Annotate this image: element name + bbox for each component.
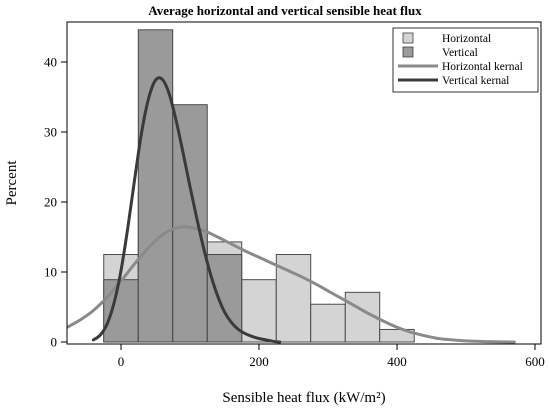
y-tick-label-0: 0 [51, 335, 58, 350]
y-tick-label-30: 30 [44, 125, 57, 140]
chart-title: Average horizontal and vertical sensible… [148, 3, 422, 18]
kernel-curves [67, 76, 516, 344]
line-vertical-kernal [91, 76, 282, 344]
line-horizontal-kernal [67, 225, 516, 344]
bar-horizontal-6 [310, 303, 346, 343]
y-tick-label-10: 10 [44, 265, 57, 280]
y-axis-label: Percent [4, 160, 20, 206]
bar-vertical-0 [103, 279, 139, 343]
legend-label-vertical: Vertical [442, 47, 478, 59]
legend-swatch-horizontal [402, 32, 414, 44]
plot-area [67, 29, 516, 344]
legend-label-horizontal: Horizontal [442, 33, 491, 45]
x-tick-label-600: 600 [525, 354, 545, 369]
x-tick-label-0: 0 [118, 354, 125, 369]
y-axis-ticks: 0 10 20 30 40 [44, 55, 67, 350]
bar-horizontal-4 [241, 279, 277, 343]
bar-vertical-1 [137, 29, 174, 343]
bar-horizontal-8 [379, 328, 415, 343]
y-tick-label-20: 20 [44, 195, 57, 210]
vertical-histogram [103, 29, 243, 343]
x-axis-ticks: 0 200 400 600 [118, 344, 545, 369]
x-axis-label: Sensible heat flux (kW/m²) [222, 390, 385, 406]
legend: Horizontal Vertical Horizontal kernal Verti… [392, 27, 539, 93]
bar-vertical-2 [172, 104, 208, 343]
y-tick-label-40: 40 [44, 55, 57, 70]
legend-label-horizontal-kernal: Horizontal kernal [442, 61, 523, 73]
legend-swatch-vertical [402, 46, 414, 58]
legend-label-vertical-kernal: Vertical kernal [442, 75, 509, 87]
x-tick-label-400: 400 [387, 354, 407, 369]
x-tick-label-200: 200 [249, 354, 269, 369]
plot-frame [66, 21, 542, 345]
